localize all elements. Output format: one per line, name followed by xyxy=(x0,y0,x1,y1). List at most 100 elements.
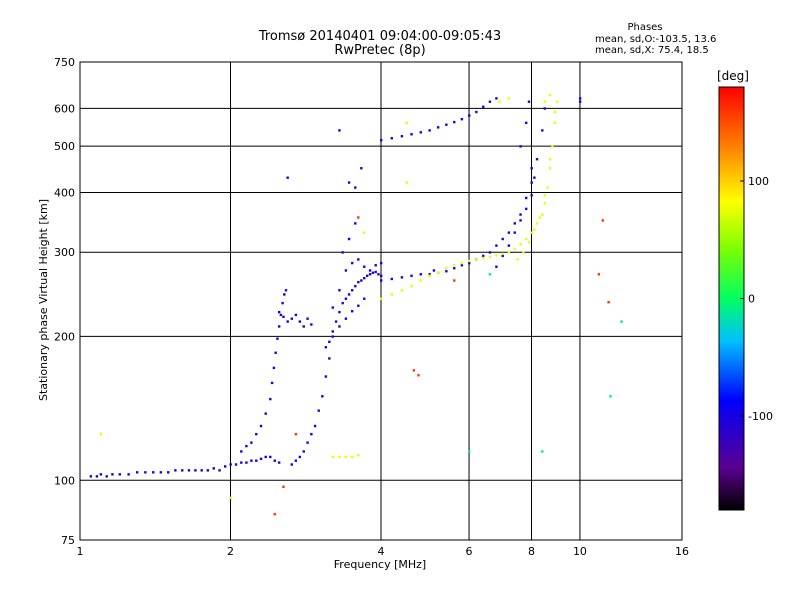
data-point xyxy=(334,320,338,323)
data-point xyxy=(264,455,267,459)
y-tick-label: 600 xyxy=(54,102,75,115)
data-point xyxy=(290,463,294,466)
data-point xyxy=(347,293,351,296)
chart-subtitle: RwPretec (8p) xyxy=(334,43,425,58)
data-point xyxy=(368,269,372,272)
data-point xyxy=(501,237,504,241)
data-point xyxy=(551,145,554,148)
data-point xyxy=(259,424,263,428)
data-point xyxy=(245,461,248,464)
data-point xyxy=(460,117,464,121)
data-point xyxy=(328,357,331,360)
data-point xyxy=(556,100,559,103)
stats-o-line: mean, sd,O:-103.5, 13.6 xyxy=(595,34,716,45)
data-point xyxy=(118,473,121,476)
data-point xyxy=(167,471,170,474)
data-point xyxy=(495,254,498,257)
data-point xyxy=(541,213,544,216)
data-point xyxy=(298,455,302,459)
data-point xyxy=(436,126,440,129)
data-point xyxy=(344,317,348,320)
data-point xyxy=(495,97,498,100)
data-point xyxy=(513,231,516,234)
data-point xyxy=(181,469,184,472)
data-point xyxy=(519,213,522,216)
data-point xyxy=(273,459,276,462)
x-tick-label: 8 xyxy=(528,545,535,558)
data-point xyxy=(535,158,539,161)
data-point xyxy=(351,310,354,313)
data-point xyxy=(338,310,341,314)
x-axis-label: Frequency [MHz] xyxy=(334,558,426,571)
colorbar-label: [deg] xyxy=(717,69,749,83)
data-point xyxy=(548,167,552,170)
data-point xyxy=(344,455,348,459)
data-point xyxy=(527,241,531,244)
data-point xyxy=(294,459,298,462)
data-point xyxy=(453,264,456,267)
data-point xyxy=(522,251,525,254)
y-tick-label: 500 xyxy=(54,140,75,153)
data-point xyxy=(338,325,341,328)
data-point xyxy=(475,110,478,114)
data-point xyxy=(194,469,197,472)
data-point xyxy=(341,251,344,254)
data-point xyxy=(453,120,456,124)
data-point xyxy=(380,297,383,300)
data-point xyxy=(488,255,492,258)
colorbar-tick-label: -100 xyxy=(748,410,773,423)
data-point xyxy=(347,181,351,184)
data-point xyxy=(273,513,276,516)
data-point xyxy=(525,121,528,125)
data-point xyxy=(527,100,531,103)
data-point xyxy=(535,222,539,225)
data-point xyxy=(240,461,243,464)
data-point xyxy=(347,237,351,241)
data-point xyxy=(405,181,408,184)
data-point xyxy=(400,289,404,292)
data-point xyxy=(436,271,440,274)
x-tick-label: 2 xyxy=(227,545,234,558)
data-point xyxy=(541,129,544,132)
data-point xyxy=(543,100,547,103)
data-point xyxy=(468,450,471,453)
data-point xyxy=(354,222,357,225)
data-point xyxy=(105,475,108,478)
data-point xyxy=(428,273,431,276)
data-point xyxy=(578,97,582,100)
data-point xyxy=(363,276,366,280)
data-point xyxy=(428,274,431,278)
data-point xyxy=(212,467,215,470)
data-point xyxy=(410,284,413,288)
data-point xyxy=(344,269,348,272)
data-point xyxy=(294,432,298,436)
data-point xyxy=(306,317,309,320)
data-point xyxy=(380,139,383,142)
data-point xyxy=(525,196,528,200)
data-point xyxy=(331,306,334,309)
data-point xyxy=(468,259,471,263)
data-point xyxy=(482,254,485,258)
data-point xyxy=(354,284,357,288)
x-tick-label: 6 xyxy=(466,545,473,558)
data-point xyxy=(250,441,253,444)
data-point xyxy=(331,330,334,333)
data-point xyxy=(341,301,344,305)
data-point xyxy=(272,366,276,370)
data-point xyxy=(357,280,360,284)
data-point xyxy=(234,463,238,466)
data-point xyxy=(516,258,519,261)
data-point xyxy=(127,473,130,476)
data-point xyxy=(229,463,232,466)
x-tick-label: 10 xyxy=(573,545,587,558)
data-point xyxy=(255,459,258,462)
data-point xyxy=(290,317,294,320)
data-point xyxy=(89,475,92,478)
data-point xyxy=(410,274,413,278)
y-tick-label: 100 xyxy=(54,474,75,487)
data-point xyxy=(360,167,363,170)
data-point xyxy=(519,219,522,222)
y-tick-label: 300 xyxy=(54,246,75,259)
data-point xyxy=(284,289,288,292)
data-point xyxy=(331,335,334,338)
